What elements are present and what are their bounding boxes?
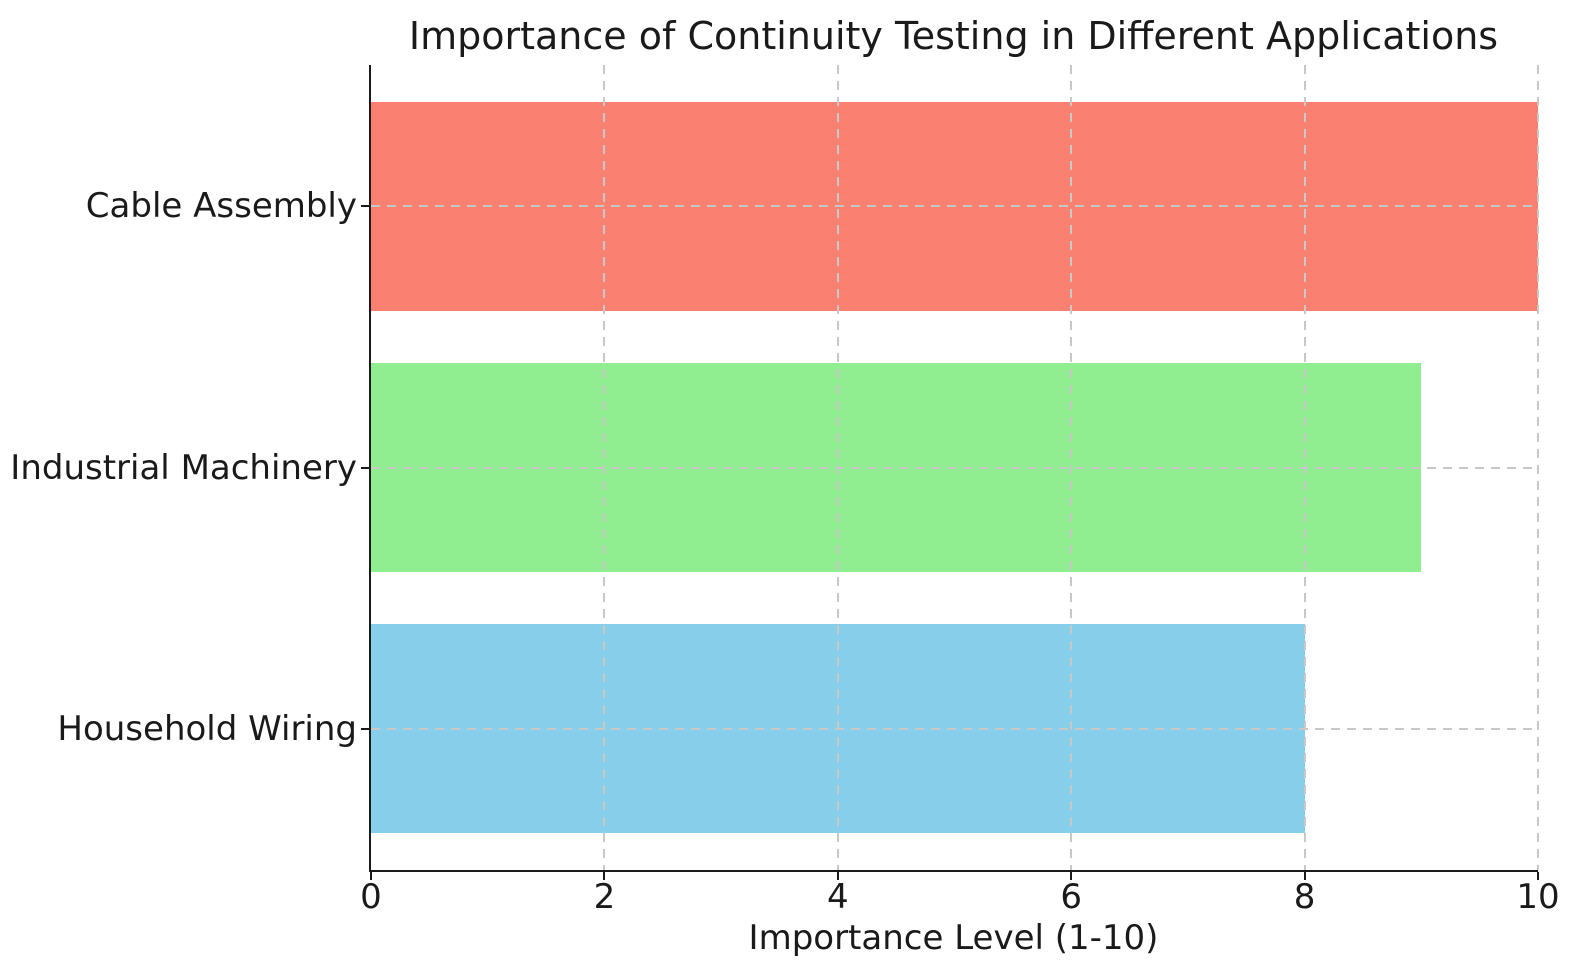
x-tick-mark-6 [1070, 872, 1073, 880]
y-tick-mark-2 [361, 727, 369, 730]
x-tick-mark-0 [370, 872, 372, 880]
x-tick-label-2: 2 [593, 877, 616, 917]
x-tick-label-6: 6 [1060, 877, 1083, 917]
x-tick-label-10: 10 [1516, 877, 1560, 917]
y-category-label-0: Cable Assembly [85, 186, 357, 227]
x-tick-mark-10 [1537, 872, 1539, 880]
x-tick-label-8: 8 [1293, 877, 1316, 917]
y-category-label-1: Industrial Machinery [10, 447, 357, 488]
y-tick-mark-0 [361, 205, 369, 208]
grid-line-horizontal-0 [371, 205, 1538, 208]
y-tick-mark-1 [361, 466, 369, 469]
x-tick-mark-2 [603, 872, 606, 880]
grid-line-horizontal-1 [371, 466, 1538, 469]
x-axis-label: Importance Level (1-10) [748, 918, 1159, 958]
x-tick-mark-4 [836, 872, 839, 880]
x-tick-mark-8 [1303, 872, 1306, 880]
x-tick-label-0: 0 [360, 877, 382, 917]
chart-title: Importance of Continuity Testing in Diff… [408, 14, 1499, 58]
y-category-label-2: Household Wiring [57, 708, 357, 749]
grid-line-horizontal-2 [371, 727, 1538, 730]
plot-area [369, 65, 1539, 872]
x-tick-label-4: 4 [826, 877, 849, 917]
grid-line-vertical-10 [1537, 65, 1539, 870]
